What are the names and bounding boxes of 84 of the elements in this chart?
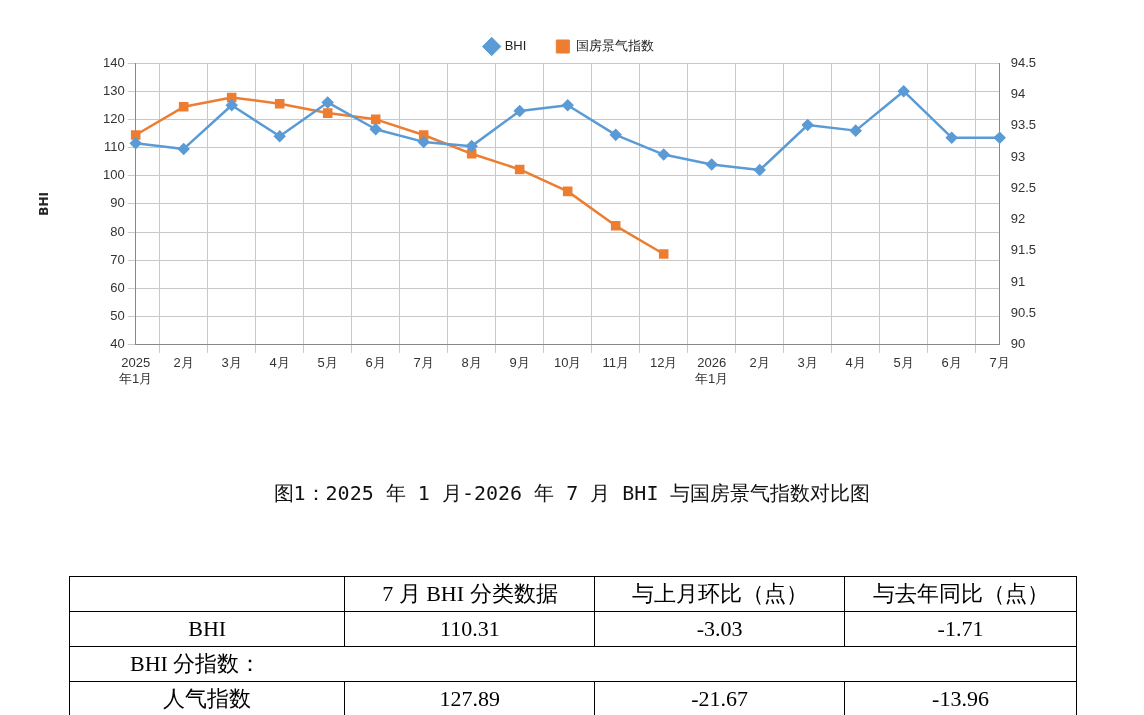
category-label: 与上月环比（点） [594, 576, 845, 612]
x-tick-label: 3月 [221, 355, 242, 371]
point [705, 158, 718, 171]
text: 图1：2025 年 1 月-2026 年 7 月 BHI 与国房景气指数对比图 [272, 480, 872, 507]
y-tick-label: 100 [102, 167, 125, 183]
x-tick-label: 7月 [989, 355, 1010, 371]
y-tick-label: 70 [110, 251, 125, 267]
x-tick-label: 12月 [649, 355, 678, 371]
y2-tick-label: 93.5 [1010, 117, 1037, 133]
point [178, 102, 189, 112]
y-tick-label: 40 [110, 336, 125, 352]
y2-tick-label: 90.5 [1010, 305, 1037, 321]
point [753, 164, 766, 176]
point [801, 119, 814, 131]
point [130, 130, 141, 140]
x-tick-label: 7月 [413, 355, 434, 371]
point [945, 131, 958, 144]
y-tick-label: 140 [102, 54, 125, 70]
point [897, 85, 910, 97]
point [274, 98, 285, 109]
point [321, 96, 334, 109]
x-tick-label: 4月 [269, 355, 290, 371]
point [273, 130, 286, 143]
y-tick-label: 90 [110, 195, 125, 211]
point [417, 136, 430, 148]
point [177, 143, 190, 155]
x-tick-label: 2月 [749, 355, 770, 371]
category-label: 人气指数 [163, 686, 252, 711]
point [225, 99, 238, 112]
y2-tick-label: 91 [1010, 273, 1026, 289]
point [658, 249, 669, 259]
point [561, 99, 574, 112]
y2-tick-label: 94.5 [1010, 54, 1037, 70]
x-tick-label: 11月 [602, 355, 629, 371]
point [466, 149, 477, 159]
x-tick-label: 2025 年1月 [119, 355, 153, 386]
y-axis-title: BHI [37, 192, 52, 216]
category-label: 与去年同比（点） [844, 576, 1077, 612]
y2-tick-label: 92 [1010, 211, 1026, 227]
point [609, 129, 622, 141]
text: 110.31 [440, 616, 500, 641]
x-tick-label: 9月 [509, 355, 530, 371]
point [465, 140, 478, 152]
y-tick-label: 110 [103, 139, 125, 155]
x-tick-label: 2月 [173, 355, 194, 371]
y2-tick-label: 94 [1010, 85, 1026, 101]
text: -3.03 [696, 616, 743, 641]
point [657, 148, 670, 161]
x-tick-label: 2026 年1月 [695, 355, 729, 386]
y2-tick-label: 93 [1010, 148, 1026, 164]
x-tick-label: 4月 [845, 355, 866, 371]
point [370, 114, 381, 125]
x-tick-label: 5月 [893, 355, 914, 371]
x-tick-label: 10月 [553, 355, 582, 371]
x-tick-label: 6月 [365, 355, 386, 371]
text: -1.71 [937, 616, 984, 641]
y-tick-label: 60 [110, 280, 125, 296]
y-tick-label: 50 [110, 308, 125, 324]
y2-tick-label: 92.5 [1010, 179, 1037, 195]
y-tick-label: 130 [102, 82, 125, 98]
point [369, 123, 382, 135]
point [513, 105, 526, 117]
point [322, 108, 333, 118]
y-tick-label: 120 [102, 110, 125, 126]
y2-tick-label: 91.5 [1010, 242, 1037, 258]
x-tick-label: 5月 [317, 355, 338, 371]
legend-label: 国房景气指数 [575, 38, 654, 54]
text: 127.89 [439, 686, 501, 711]
x-tick-label: 6月 [941, 355, 962, 371]
y-tick-label: 80 [110, 223, 125, 239]
point [514, 164, 525, 175]
text: -21.67 [691, 686, 749, 711]
legend-label: BHI [504, 38, 527, 54]
category-label: BHI [188, 616, 227, 641]
point [610, 221, 621, 231]
x-tick-label: 8月 [461, 355, 482, 371]
text: -13.96 [932, 686, 989, 711]
category-label: BHI 分指数： [130, 651, 262, 676]
x-tick-label: 3月 [797, 355, 818, 371]
point [849, 124, 862, 137]
y2-tick-label: 90 [1010, 336, 1026, 352]
point [993, 131, 1006, 144]
point [562, 186, 573, 197]
category-label: 7 月 BHI 分类数据 [344, 576, 595, 612]
